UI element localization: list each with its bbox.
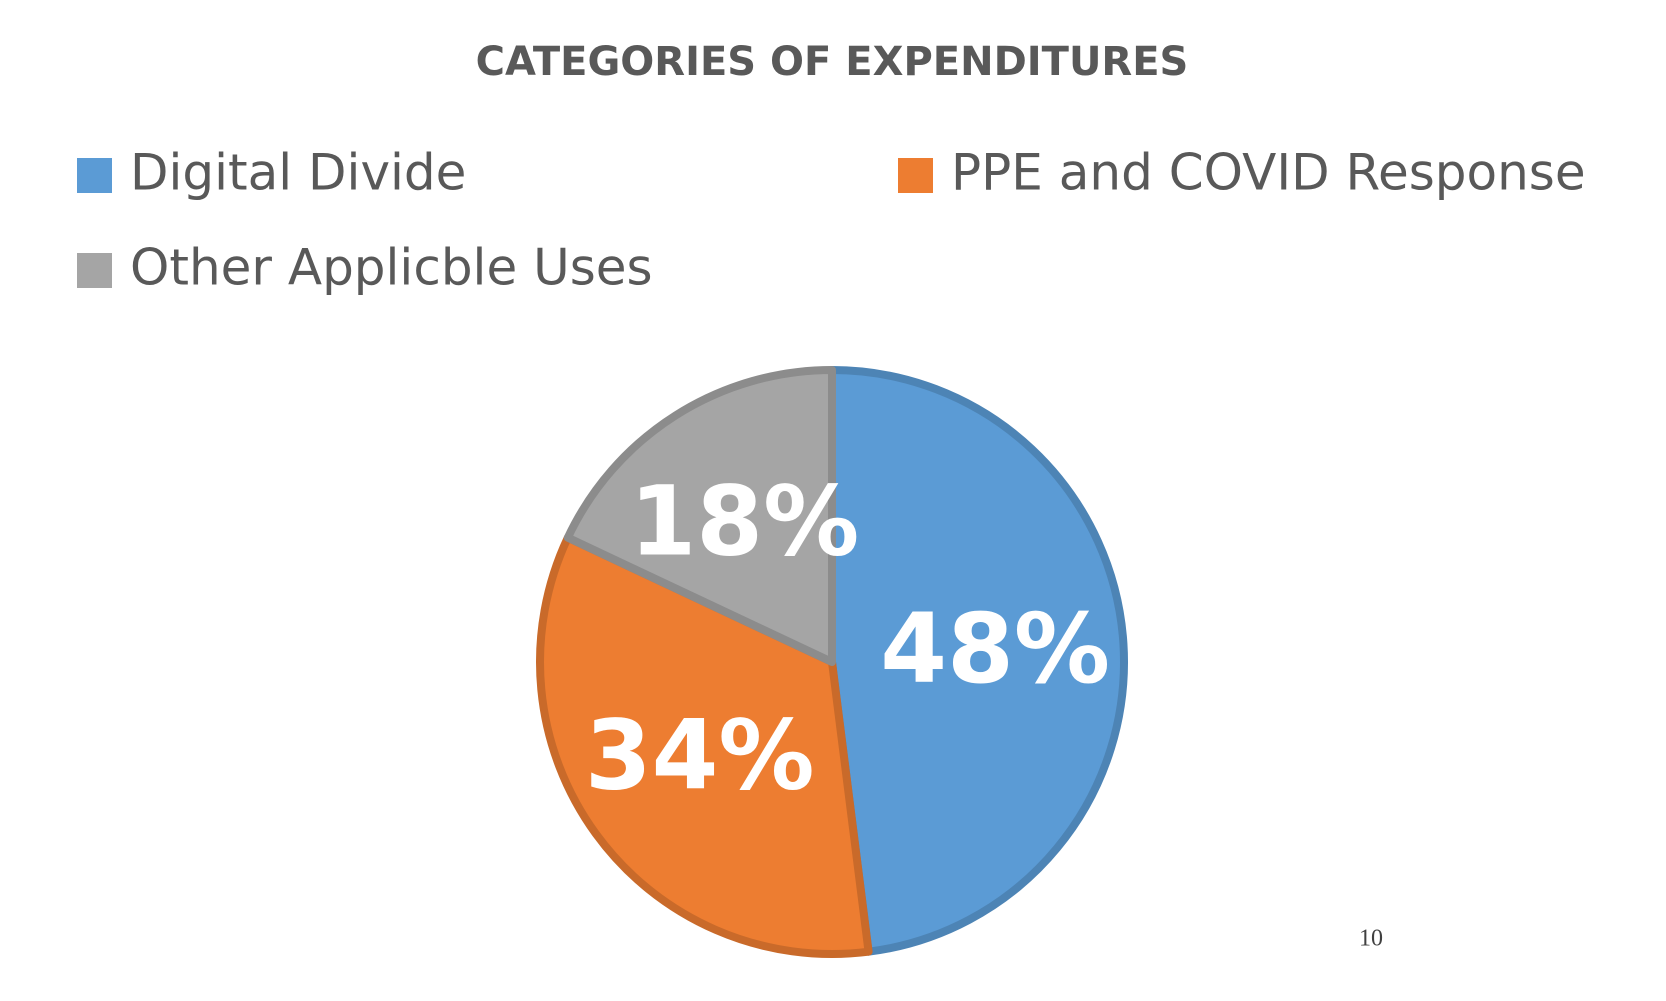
legend-swatch [77, 158, 112, 193]
data-label: 34% [585, 699, 815, 811]
pie-slice [563, 366, 836, 666]
page-number: 10 [1359, 926, 1383, 952]
pie-slice [828, 366, 1128, 956]
data-label: 48% [880, 593, 1110, 705]
legend-swatch [77, 253, 112, 288]
legend-label: PPE and COVID Response [951, 144, 1586, 202]
legend-label: Digital Divide [130, 144, 466, 202]
chart-title: CATEGORIES OF EXPENDITURES [476, 39, 1189, 85]
legend-swatch [898, 158, 933, 193]
data-label: 18% [629, 465, 859, 577]
legend-label: Other Applicble Uses [130, 239, 653, 297]
